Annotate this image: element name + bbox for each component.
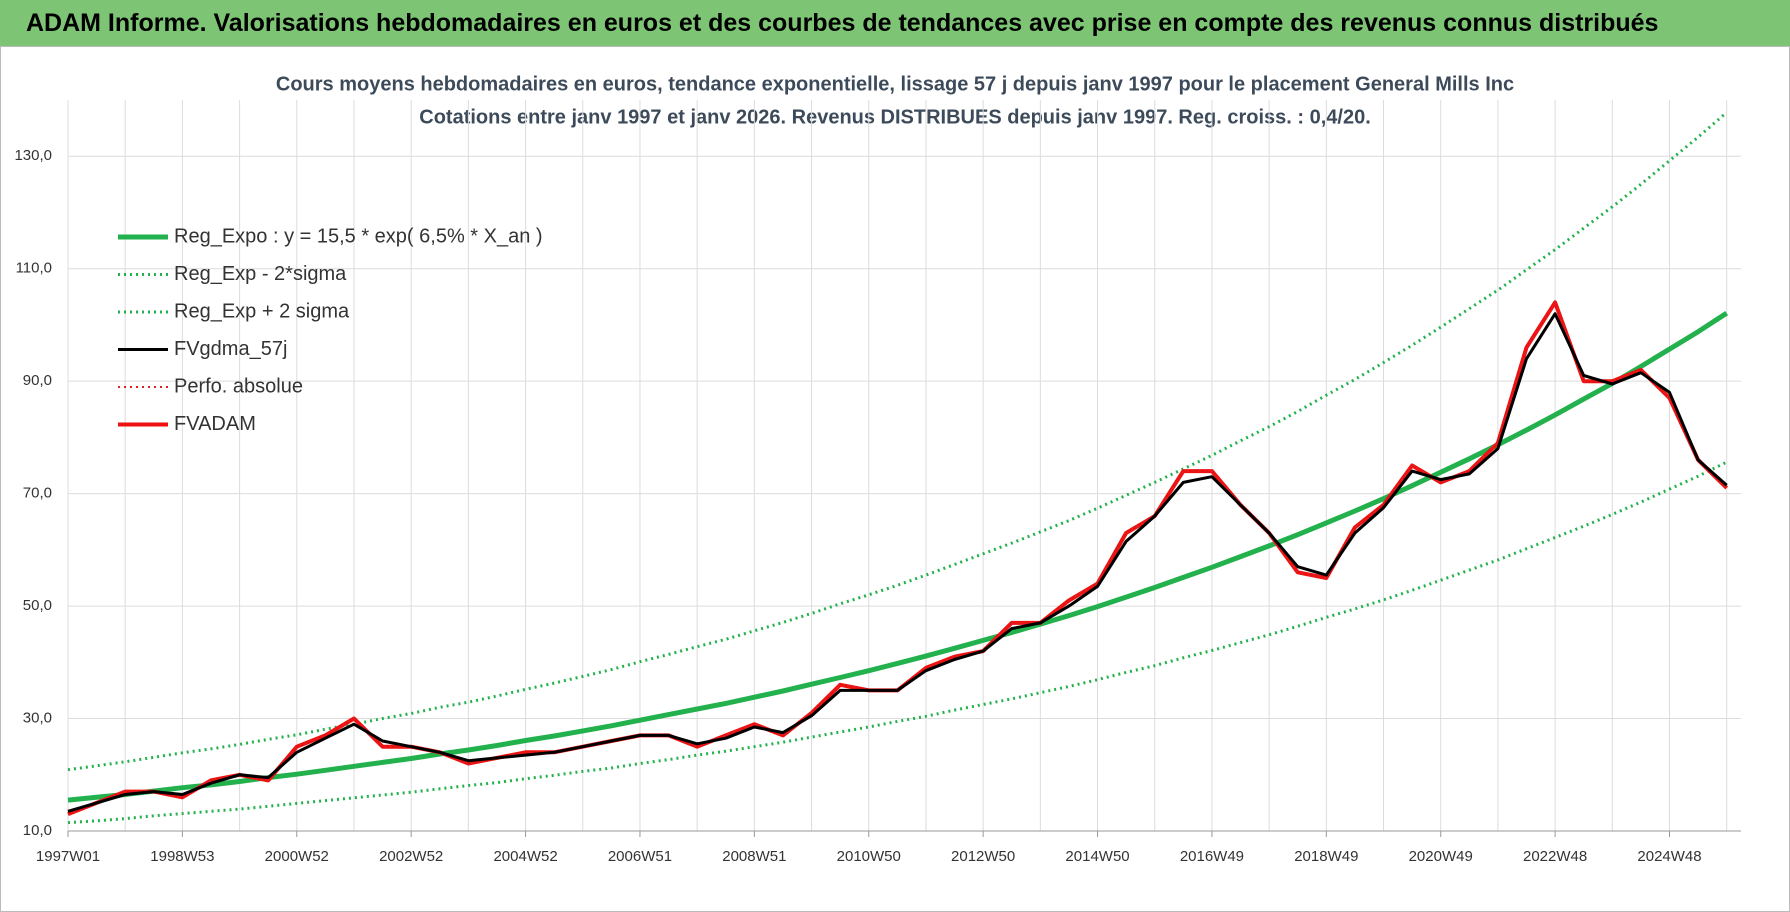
series-line xyxy=(67,111,1728,772)
x-tick-label: 2006W51 xyxy=(608,848,672,865)
x-tick-label: 2020W49 xyxy=(1409,848,1473,865)
x-tick-label: 1997W01 xyxy=(36,848,100,865)
y-tick-label: 130,0 xyxy=(14,147,52,164)
x-tick-label: 2022W48 xyxy=(1523,848,1587,865)
x-tick-label: 2024W48 xyxy=(1637,848,1701,865)
legend-label: FVgdma_57j xyxy=(174,338,287,360)
series-line xyxy=(67,311,1729,803)
x-tick-label: 2008W51 xyxy=(722,848,786,865)
x-tick-label: 2004W52 xyxy=(493,848,557,865)
y-tick-label: 110,0 xyxy=(16,260,52,277)
x-tick-label: 2018W49 xyxy=(1294,848,1358,865)
legend-label: FVADAM xyxy=(174,413,256,435)
x-tick-label: 2002W52 xyxy=(379,848,443,865)
x-tick-label: 2010W50 xyxy=(837,848,901,865)
y-tick-label: 50,0 xyxy=(23,597,52,614)
chart: Cours moyens hebdomadaires en euros, ten… xyxy=(14,73,1741,865)
legend-label: Reg_Exp + 2 sigma xyxy=(174,300,350,322)
y-tick-label: 90,0 xyxy=(23,372,52,389)
chart-subtitle: Cotations entre janv 1997 et janv 2026. … xyxy=(419,106,1371,128)
x-tick-label: 1998W53 xyxy=(150,848,214,865)
x-tick-label: 2012W50 xyxy=(951,848,1015,865)
y-tick-label: 10,0 xyxy=(23,822,52,839)
x-tick-label: 2000W52 xyxy=(265,848,329,865)
x-tick-label: 2016W49 xyxy=(1180,848,1244,865)
series-line xyxy=(67,312,1728,813)
series-line xyxy=(67,300,1729,816)
y-tick-label: 70,0 xyxy=(23,485,52,502)
legend-label: Perfo. absolue xyxy=(174,375,303,397)
chart-title: Cours moyens hebdomadaires en euros, ten… xyxy=(276,73,1514,95)
header-title: ADAM Informe. Valorisations hebdomadaire… xyxy=(0,0,1790,46)
x-tick-label: 2014W50 xyxy=(1065,848,1129,865)
y-tick-label: 30,0 xyxy=(23,710,52,727)
legend-label: Reg_Exp - 2*sigma xyxy=(174,263,347,285)
legend-label: Reg_Expo : y = 15,5 * exp( 6,5% * X_an ) xyxy=(174,225,543,247)
series-line xyxy=(67,460,1728,825)
